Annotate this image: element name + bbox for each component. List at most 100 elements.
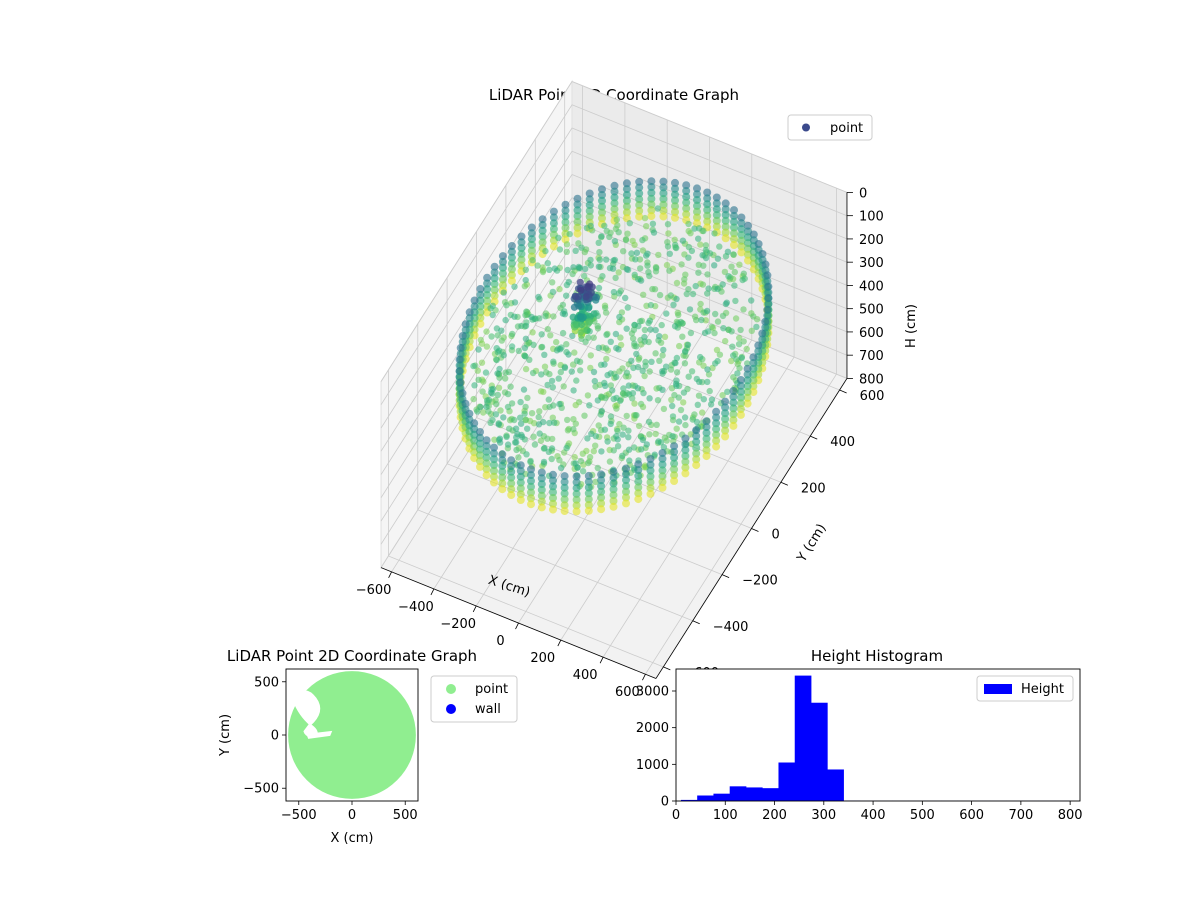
point-marker — [518, 433, 526, 441]
point-marker — [483, 285, 492, 294]
y-tick-label: −400 — [713, 620, 749, 635]
point-marker — [665, 230, 672, 237]
point-marker — [496, 439, 504, 446]
point-marker — [721, 199, 730, 208]
point-marker — [714, 285, 721, 293]
point-marker — [622, 202, 631, 211]
histogram-bar — [713, 793, 731, 801]
point-marker — [576, 278, 584, 286]
point-marker — [671, 202, 679, 211]
point-marker — [570, 264, 577, 271]
z-tick-label: 700 — [859, 349, 884, 364]
point-marker — [728, 328, 735, 335]
point-marker — [635, 201, 644, 209]
point-marker — [545, 448, 552, 455]
point-marker — [550, 313, 557, 320]
point-marker — [749, 364, 758, 373]
point-marker — [487, 305, 494, 312]
point-marker — [635, 206, 644, 215]
x-tick-label: 100 — [713, 808, 738, 823]
point-marker — [511, 283, 518, 290]
point-marker — [635, 322, 642, 330]
point-marker — [601, 426, 609, 433]
point-marker — [513, 434, 520, 441]
y-tick-label: 0 — [771, 527, 779, 542]
point-marker — [470, 302, 479, 311]
point-marker — [476, 428, 484, 436]
point-marker — [653, 421, 660, 428]
y-tick-label: 1000 — [636, 758, 669, 773]
point-marker — [456, 343, 465, 352]
point-marker — [581, 248, 588, 256]
point-marker — [673, 279, 681, 287]
point-marker — [471, 382, 478, 389]
point-marker — [559, 329, 567, 337]
point-marker — [495, 384, 503, 391]
point-marker — [573, 218, 582, 226]
point-marker — [698, 316, 705, 324]
point-marker — [692, 443, 701, 452]
point-marker — [622, 179, 631, 188]
z-tick-label: 0 — [859, 186, 867, 201]
point-marker — [601, 361, 608, 368]
point-marker — [681, 360, 689, 367]
grid-z-line — [380, 81, 848, 382]
point-marker — [671, 323, 679, 330]
point-marker — [649, 220, 657, 227]
point-marker — [544, 435, 551, 442]
point-marker — [671, 208, 679, 216]
point-marker — [647, 194, 656, 203]
point-marker — [610, 395, 617, 403]
histogram-bar — [745, 787, 763, 801]
point-marker — [658, 321, 665, 329]
point-marker — [663, 261, 671, 269]
point-marker — [573, 206, 582, 215]
point-marker — [754, 347, 763, 356]
point-marker — [522, 312, 529, 319]
point-marker — [624, 304, 631, 311]
point-marker — [659, 177, 668, 186]
point-marker — [646, 395, 653, 402]
point-marker — [549, 488, 557, 497]
chart-3d-zlabel: H (cm) — [904, 304, 919, 348]
point-marker — [628, 250, 635, 257]
point-marker — [542, 247, 549, 255]
point-marker — [639, 403, 647, 411]
point-marker — [476, 457, 484, 466]
point-marker — [663, 437, 670, 444]
point-marker — [561, 311, 569, 318]
point-marker — [507, 247, 516, 256]
point-marker — [681, 434, 690, 443]
point-marker — [730, 251, 737, 258]
point-marker — [712, 211, 721, 219]
point-marker — [479, 388, 486, 395]
point-marker — [652, 430, 659, 438]
chart-2d: LiDAR Point 2D Coordinate Graph −500 0 500… — [218, 647, 518, 846]
point-marker — [639, 236, 646, 244]
point-marker — [569, 332, 576, 340]
chart-2d-xlabel: X (cm) — [331, 831, 374, 846]
point-marker — [693, 316, 700, 324]
point-marker — [628, 357, 635, 364]
histogram-frame — [675, 668, 1081, 802]
point-marker — [522, 365, 530, 373]
point-marker — [737, 213, 746, 222]
point-marker — [490, 274, 499, 283]
point-marker — [579, 468, 587, 475]
point-marker — [548, 455, 555, 463]
point-marker — [612, 274, 619, 282]
point-marker — [691, 225, 698, 232]
point-marker — [545, 396, 552, 403]
point-marker — [508, 400, 516, 407]
point-marker — [458, 389, 467, 398]
point-marker — [646, 466, 655, 475]
point-marker — [705, 285, 712, 292]
point-marker — [673, 295, 680, 303]
y-tick-label: 2000 — [636, 721, 669, 736]
x-tick-label: −200 — [440, 617, 476, 632]
point-marker — [590, 368, 598, 376]
point-marker — [660, 346, 667, 354]
point-marker — [523, 451, 530, 458]
point-marker — [740, 338, 747, 345]
point-marker — [660, 444, 668, 451]
